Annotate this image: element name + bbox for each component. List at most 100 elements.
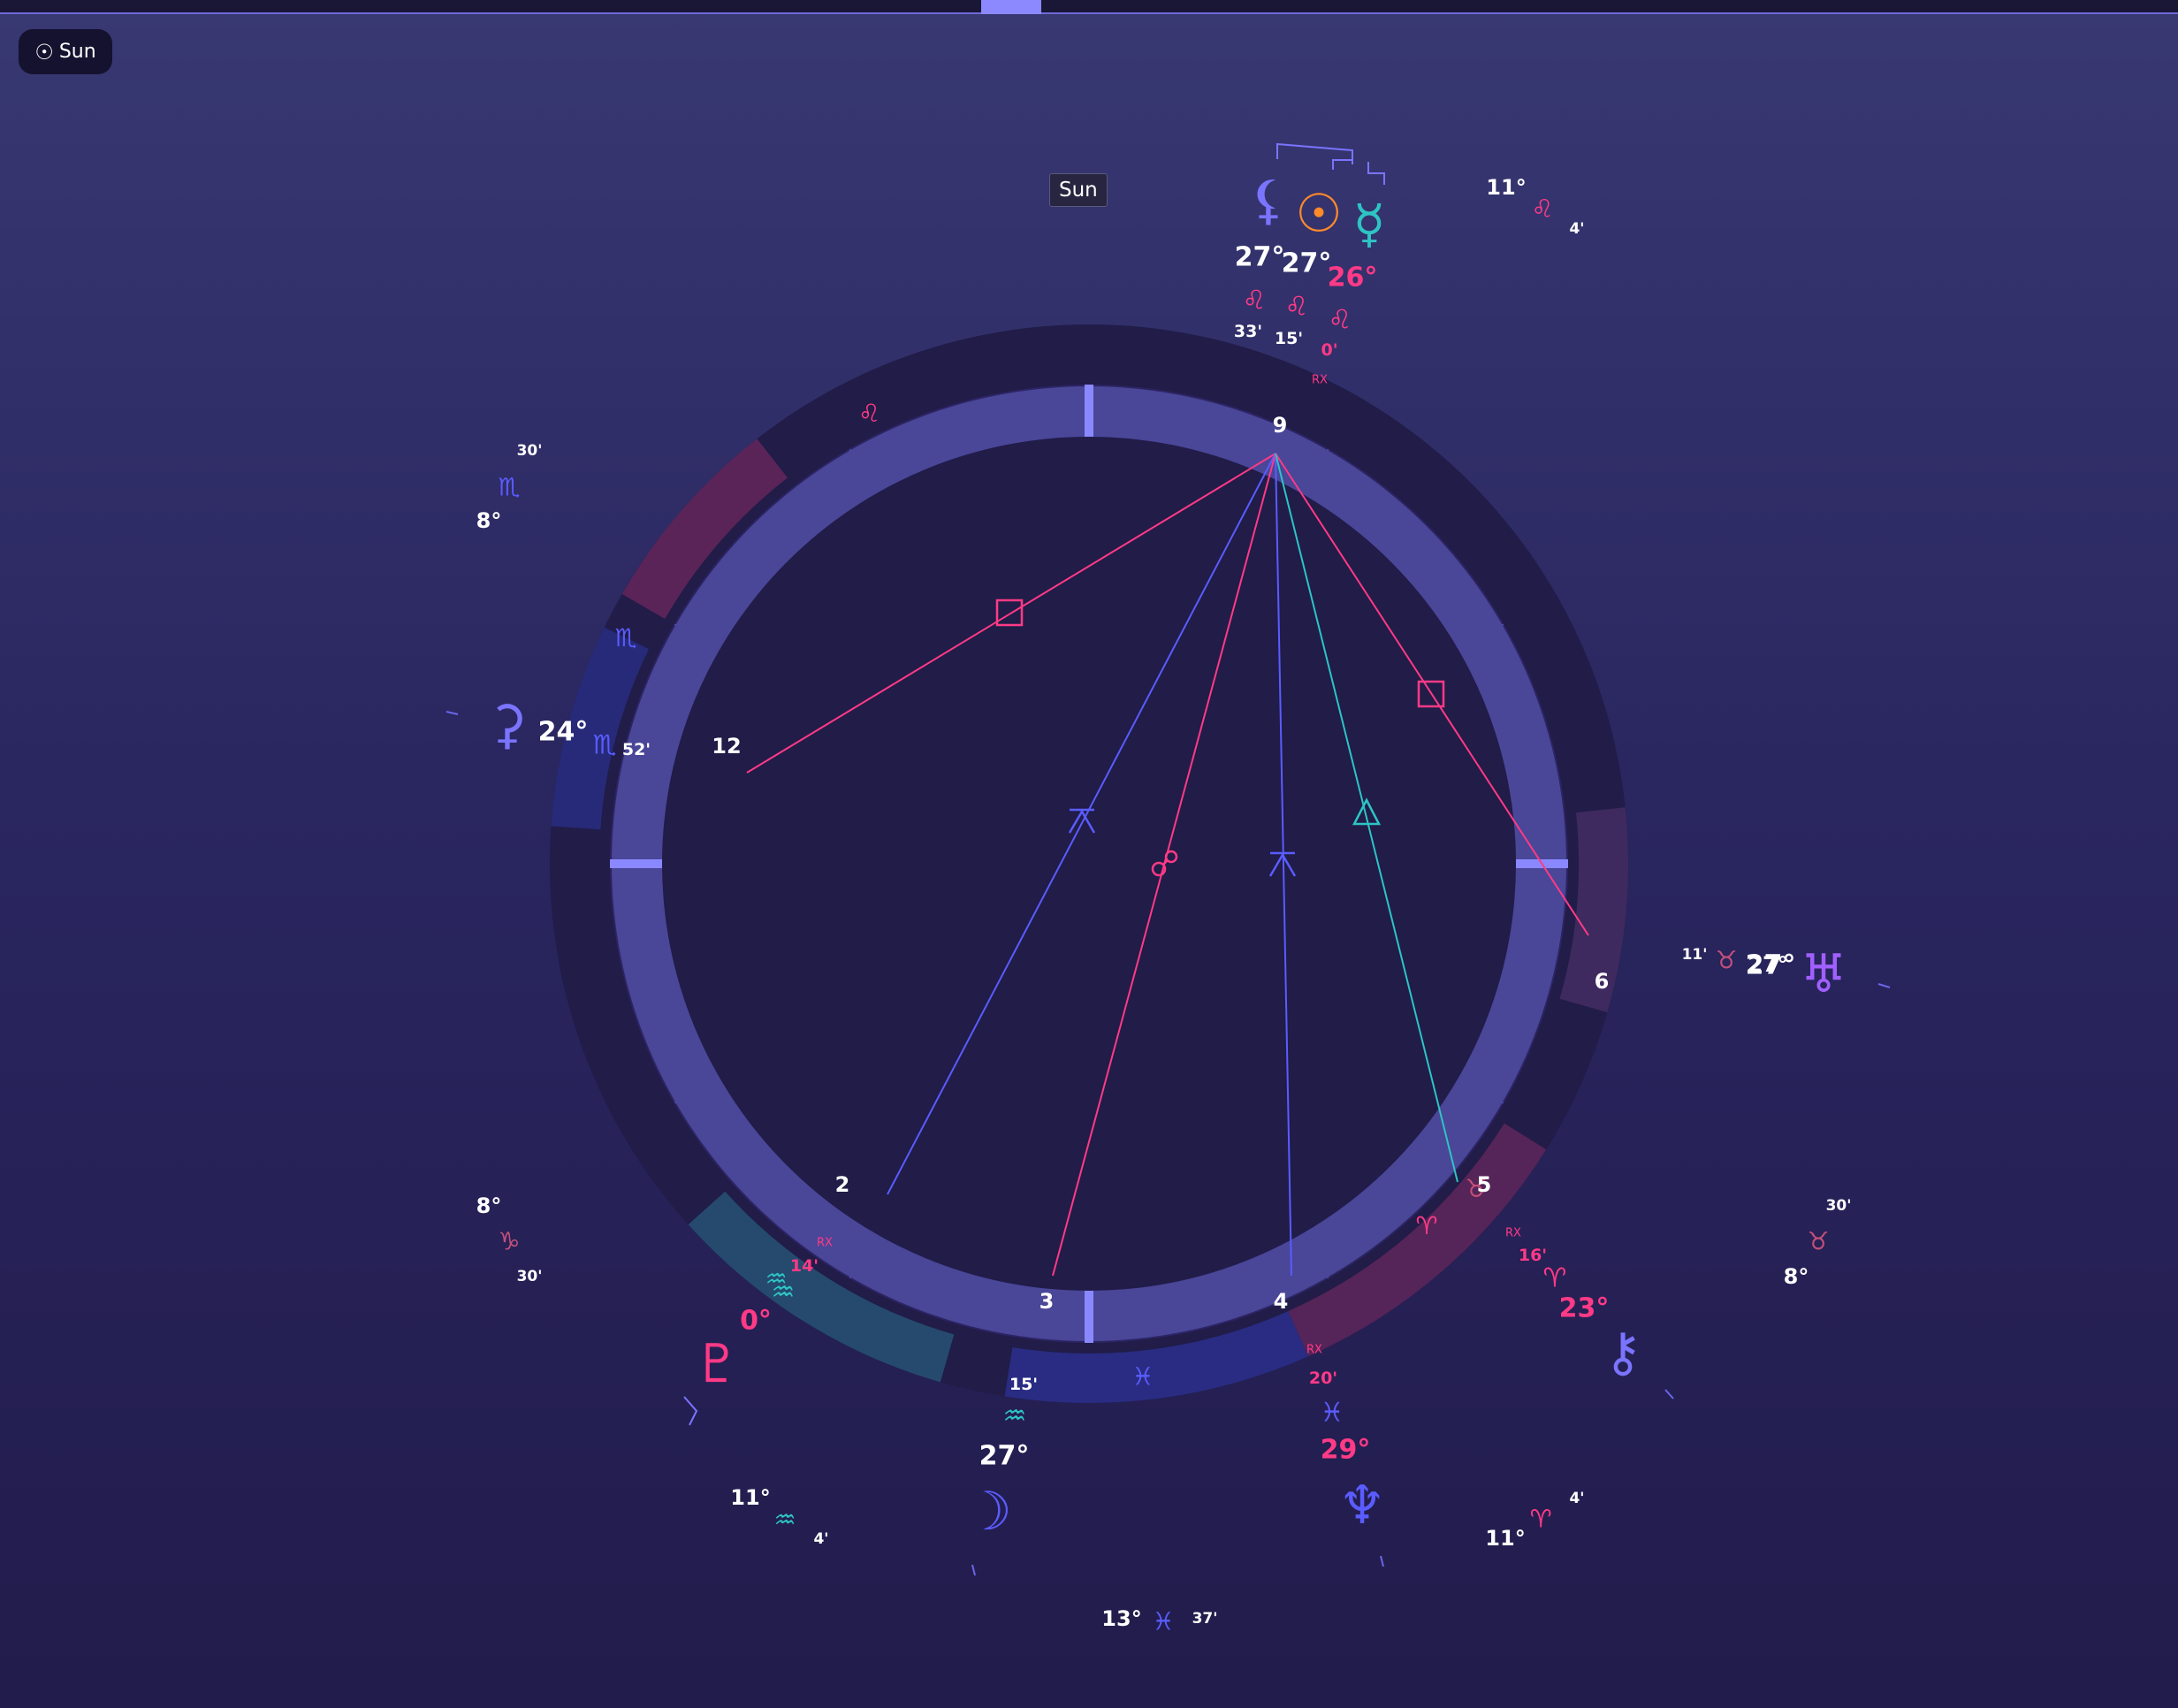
- mercury-minute: 0': [1321, 340, 1337, 360]
- planet-tick: [446, 711, 459, 715]
- moon-sign-icon: ♒: [1003, 1401, 1027, 1432]
- pluto-minute: 14': [790, 1256, 819, 1276]
- house-number-12: 12: [712, 734, 741, 759]
- quincunx-aspect-icon: [1068, 808, 1096, 834]
- scorpio-sign-icon: ♏: [614, 623, 636, 652]
- cusp-minute: 30': [517, 1268, 543, 1285]
- mercury-icon: ☿: [1353, 194, 1386, 255]
- neptune-retrograde-badge: RX: [1306, 1344, 1322, 1357]
- chiron-retrograde-badge: RX: [1505, 1227, 1521, 1240]
- sun-icon: ☉: [34, 39, 54, 65]
- cusp-degree: 8°: [1784, 1264, 1809, 1289]
- node-minute: 33': [1234, 322, 1262, 341]
- pisces-sign-icon: ♓: [1131, 1361, 1154, 1391]
- chiron-minute: 16': [1519, 1246, 1547, 1265]
- cusp-minute: 4': [1569, 1490, 1584, 1507]
- cusp-degree: 13°: [1101, 1606, 1141, 1631]
- opposition-aspect-icon: [1151, 861, 1167, 877]
- cusp-sign-icon: ♏: [498, 473, 520, 502]
- square-aspect-icon: [1417, 680, 1445, 708]
- quincunx-aspect-icon: [1268, 851, 1297, 877]
- neptune-icon: ♆: [1338, 1475, 1386, 1536]
- cusp-sign-icon: ♑: [498, 1227, 520, 1256]
- aspect-center: [662, 437, 1516, 1291]
- cusp-minute: 30': [1826, 1197, 1852, 1215]
- house-divider: [849, 449, 851, 451]
- top-scroll-bar[interactable]: [0, 0, 2178, 14]
- conjunction-bracket: [1276, 142, 1353, 164]
- pluto-degree: 0°: [740, 1306, 772, 1337]
- mercury-degree: 26°: [1328, 263, 1378, 294]
- pluto-sign-icon: ♒: [772, 1277, 796, 1308]
- cusp-minute: 30': [517, 442, 543, 460]
- cusp-minute: 4': [1569, 220, 1584, 238]
- uranus-degree: 27°: [1746, 950, 1796, 981]
- cusp-degree: 27°: [1748, 952, 1787, 977]
- planet-tick: [1380, 1555, 1384, 1567]
- top-scroll-handle[interactable]: [981, 0, 1041, 14]
- neptune-minute: 20': [1309, 1369, 1337, 1388]
- planet-tick: [971, 1564, 976, 1576]
- sign-arc-taurus: [1559, 807, 1628, 1013]
- aries-sign-icon: ♈: [1415, 1211, 1437, 1240]
- house-number-3: 3: [1040, 1289, 1055, 1314]
- house-number-2: 2: [835, 1172, 850, 1197]
- cusp-sign-icon: ♒: [773, 1506, 796, 1535]
- sun-chip-label: Sun: [58, 41, 96, 63]
- north-node-icon: ⚸: [1249, 170, 1288, 232]
- house-divider: [1327, 1277, 1329, 1278]
- mercury-sign-icon: ♌: [1329, 305, 1352, 336]
- planet-tick: [1664, 1389, 1674, 1399]
- cusp-degree: 11°: [1485, 1526, 1525, 1551]
- node-sign-icon: ♌: [1243, 286, 1267, 316]
- ceres-minute: 52': [622, 740, 651, 759]
- house-divider: [674, 623, 676, 626]
- cusp-sign-icon: ♈: [1529, 1505, 1551, 1534]
- house-divider: [1502, 1102, 1504, 1104]
- aspect-line-pluto: [887, 453, 1276, 1195]
- house-number-9: 9: [1273, 413, 1288, 438]
- conjunction-bracket: [1332, 159, 1352, 170]
- opposition-aspect-icon: [1162, 859, 1169, 865]
- cusp-sign-icon: ♉: [1807, 1227, 1829, 1256]
- square-aspect-icon: [995, 599, 1024, 627]
- cusp-degree: 11°: [1486, 175, 1526, 200]
- cusp-minute: 4': [813, 1530, 828, 1548]
- node-degree: 27°: [1235, 242, 1285, 273]
- moon-minute: 15': [1009, 1375, 1038, 1394]
- aspect-line-uranus: [1275, 453, 1589, 936]
- aspect-line-neptune: [1275, 453, 1292, 1277]
- uranus-icon: ♅: [1800, 943, 1847, 1005]
- moon-icon: ☽: [964, 1481, 1012, 1543]
- cusp-minute: 37': [1192, 1610, 1218, 1628]
- neptune-degree: 29°: [1321, 1435, 1371, 1466]
- house-divider: [1502, 623, 1504, 626]
- sun-sign-icon: ♌: [1285, 292, 1309, 323]
- sun-tooltip: Sun: [1049, 173, 1108, 207]
- sign-arc-aries: [1288, 1123, 1547, 1357]
- house-divider: [849, 1277, 851, 1278]
- cusp-sign-icon: ♉: [1715, 946, 1737, 975]
- aspect-line-chiron: [1275, 453, 1458, 1183]
- mercury-retrograde-badge: RX: [1312, 374, 1328, 387]
- cusp-degree: 8°: [476, 1193, 502, 1218]
- cusp-sign-icon: ♌: [1531, 194, 1553, 224]
- ceres-degree: 24°: [538, 717, 589, 748]
- chiron-degree: 23°: [1559, 1293, 1610, 1324]
- conjunction-bracket: [1367, 162, 1385, 185]
- house-divider: [1327, 449, 1329, 451]
- cusp-sign-icon: ♓: [1152, 1607, 1174, 1636]
- sun-filter-chip[interactable]: ☉ Sun: [19, 29, 112, 74]
- chiron-icon: ⚷: [1603, 1322, 1642, 1384]
- sign-arc-leo: [621, 438, 788, 619]
- sun-degree: 27°: [1282, 248, 1332, 279]
- sign-arc-aquarius: [688, 1191, 955, 1383]
- opposition-aspect-icon: [1164, 850, 1178, 864]
- house-divider: [674, 1102, 676, 1104]
- cusp-minute: 11': [1682, 946, 1708, 964]
- pluto-retrograde-badge: RX: [817, 1237, 833, 1250]
- cusp-degree: 11°: [730, 1485, 770, 1510]
- neptune-sign-icon: ♓: [1321, 1398, 1344, 1429]
- house-number-5: 5: [1477, 1172, 1492, 1197]
- aquarius-sign-icon: ♒: [765, 1264, 788, 1293]
